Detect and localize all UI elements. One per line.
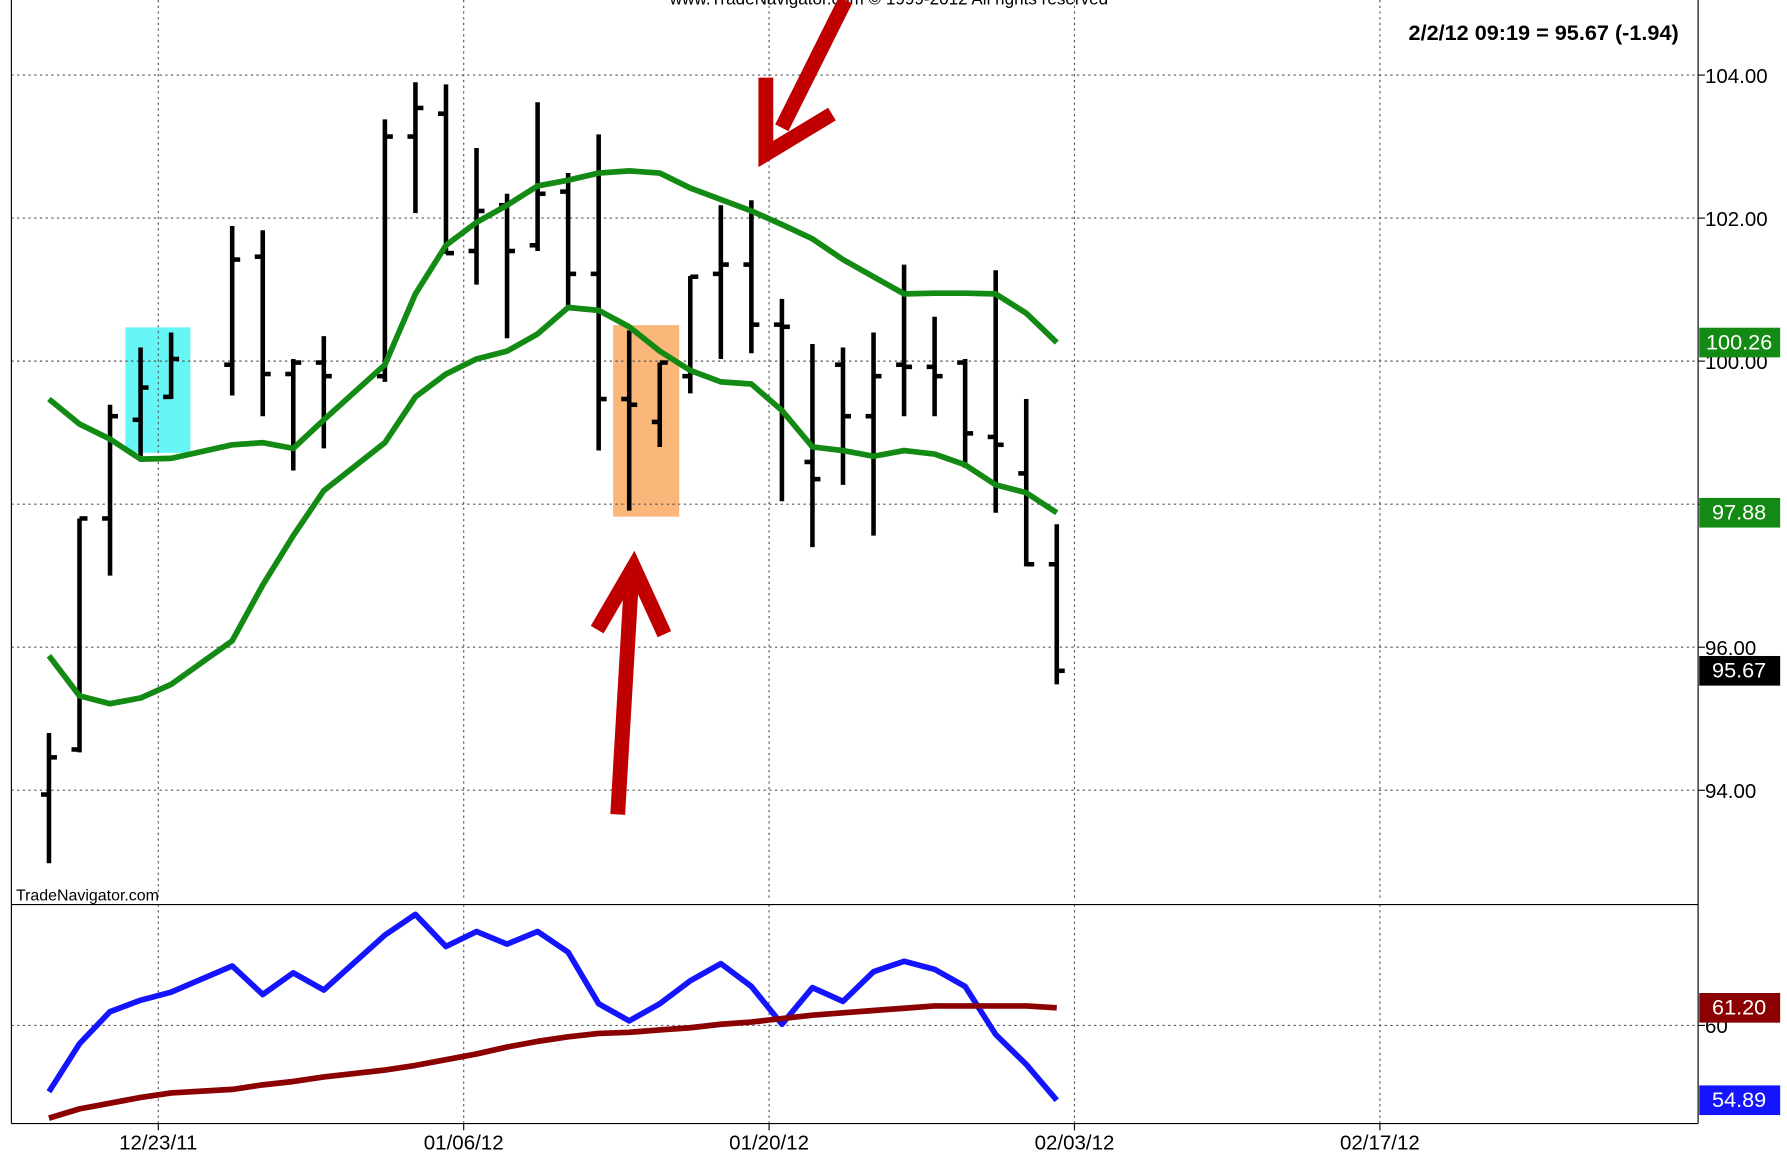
x-tick-label: 01/20/12: [729, 1131, 809, 1154]
copyright: www.TradeNavigator.com © 1999-2012 All r…: [669, 0, 1108, 9]
quote: 2/2/12 09:19 = 95.67 (-1.94): [1409, 20, 1679, 45]
arrow-shaft: [775, 0, 853, 132]
arrow-up: [590, 550, 672, 815]
line: [48, 1003, 1057, 1121]
value-box-label: 61.20: [1712, 995, 1766, 1020]
value-box: [1699, 327, 1781, 358]
line: [47, 168, 1059, 462]
value-box: [1699, 655, 1781, 686]
arrow-down: [758, 0, 853, 168]
x-tick-label: 02/03/12: [1035, 1131, 1115, 1154]
value-box-label: 54.89: [1712, 1087, 1766, 1112]
x-tick-label: 02/17/12: [1340, 1131, 1420, 1154]
value-box-label: 97.88: [1712, 500, 1766, 525]
marks: 100.26 97.88 95.67 54.89 61.20: [40, 82, 1781, 1121]
value-box: [1699, 993, 1781, 1023]
y-tick-label: 102.00: [1705, 208, 1768, 231]
y-tick-label: 96.00: [1705, 637, 1756, 660]
value-box: [1699, 497, 1781, 528]
y-tick-label: 94.00: [1705, 780, 1756, 803]
arrow-shaft: [610, 581, 639, 815]
x-tick-label: 12/23/11: [119, 1131, 197, 1154]
arrow-head: [758, 77, 836, 168]
line: [46, 911, 1059, 1103]
y-tick-label: 104.00: [1705, 65, 1768, 88]
watermark: TradeNavigator.com: [16, 888, 159, 905]
x-tick-label: 01/06/12: [424, 1131, 504, 1154]
line: [46, 304, 1059, 707]
arrow-head: [590, 550, 672, 638]
value-box-label: 100.26: [1706, 329, 1772, 354]
value-box-label: 95.67: [1712, 658, 1766, 683]
value-box: [1699, 1085, 1781, 1116]
